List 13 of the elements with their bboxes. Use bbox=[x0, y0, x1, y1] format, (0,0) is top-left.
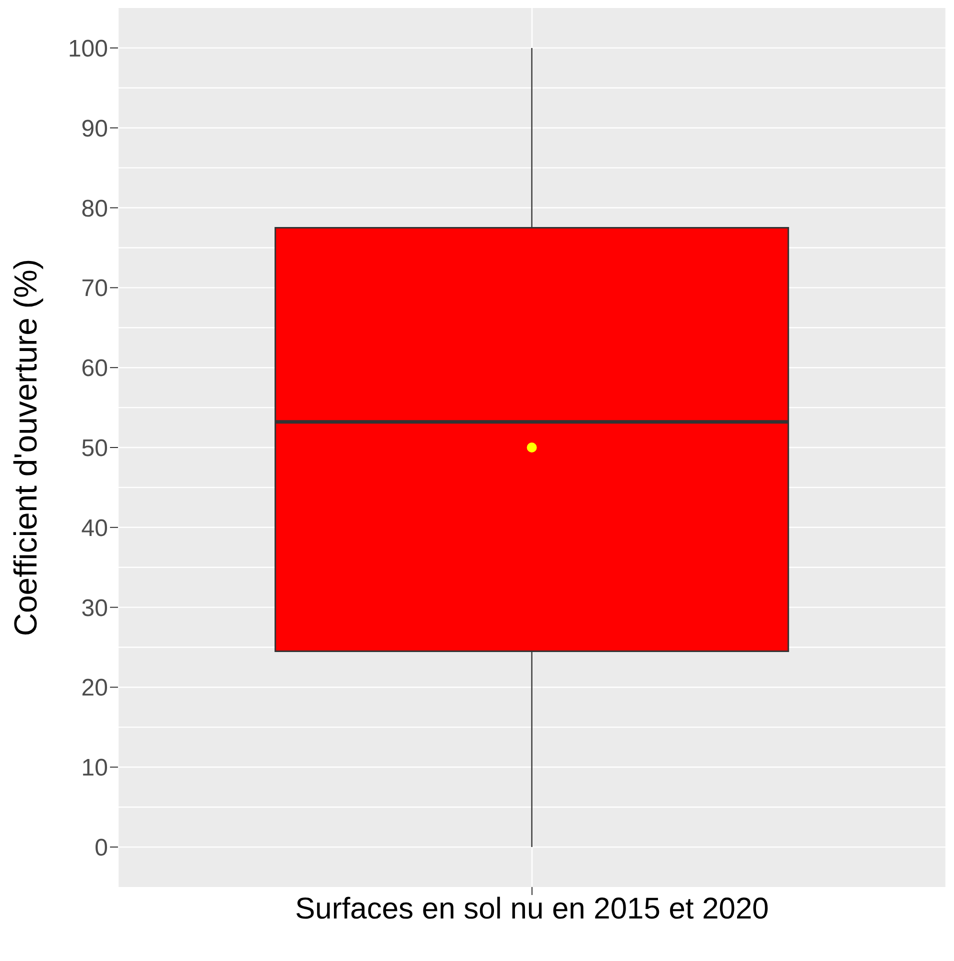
y-tick-label: 80 bbox=[81, 195, 108, 222]
y-tick-label: 20 bbox=[81, 674, 108, 702]
y-tick-label: 0 bbox=[94, 834, 108, 862]
y-tick-label: 10 bbox=[81, 754, 108, 782]
y-tick-label: 70 bbox=[81, 275, 108, 302]
y-tick-label: 50 bbox=[81, 435, 108, 462]
y-tick-label: 100 bbox=[68, 35, 108, 62]
x-tick-label: Surfaces en sol nu en 2015 et 2020 bbox=[295, 892, 769, 926]
y-axis-title: Coefficient d'ouverture (%) bbox=[7, 258, 44, 636]
y-tick-label: 90 bbox=[81, 115, 108, 142]
y-tick-label: 30 bbox=[81, 594, 108, 622]
y-tick-label: 40 bbox=[81, 514, 108, 542]
y-tick-label: 60 bbox=[81, 355, 108, 382]
